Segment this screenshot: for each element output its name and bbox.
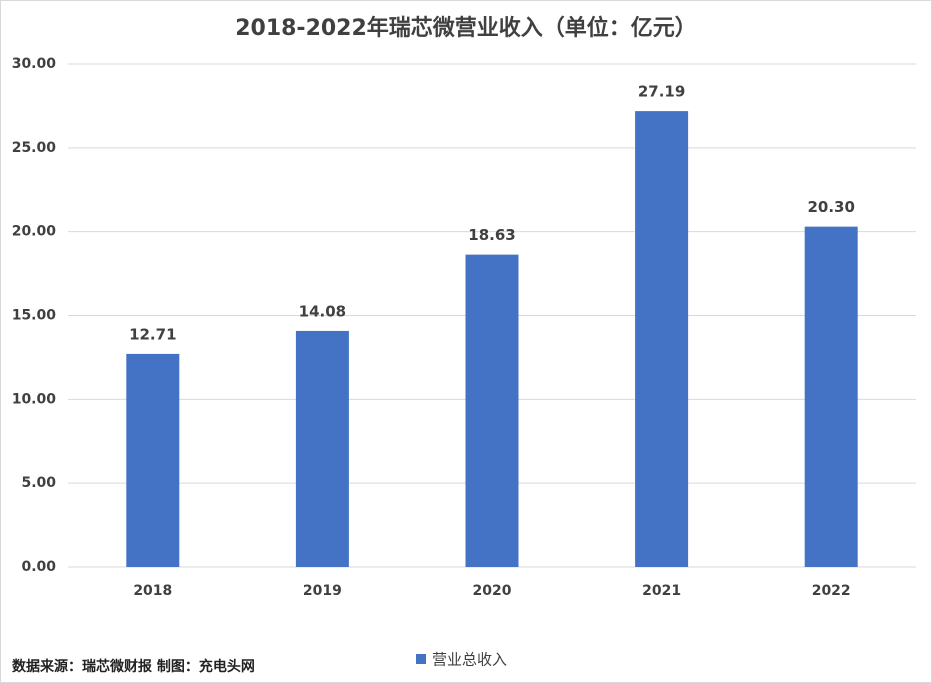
data-label: 20.30 — [807, 198, 854, 216]
x-tick-label: 2019 — [303, 583, 342, 599]
y-tick-label: 30.00 — [12, 56, 57, 72]
y-tick-label: 5.00 — [21, 475, 56, 491]
data-label: 12.71 — [129, 325, 176, 343]
y-tick-label: 15.00 — [12, 308, 57, 324]
legend-swatch — [416, 654, 426, 664]
data-label: 18.63 — [468, 226, 515, 244]
bar — [465, 254, 519, 567]
chart-title: 2018-2022年瑞芯微营业收入（单位：亿元） — [235, 15, 697, 41]
bar — [804, 226, 858, 568]
y-tick-label: 0.00 — [21, 559, 56, 575]
y-tick-label: 20.00 — [12, 224, 57, 240]
bar — [635, 111, 689, 568]
source-note: 数据来源：瑞芯微财报 制图：充电头网 — [12, 658, 255, 675]
x-tick-label: 2022 — [812, 583, 851, 599]
x-tick-label: 2020 — [473, 583, 512, 599]
data-label: 27.19 — [638, 83, 685, 101]
data-label: 14.08 — [299, 302, 346, 320]
y-tick-label: 25.00 — [12, 140, 57, 156]
legend-label: 营业总收入 — [432, 651, 507, 669]
x-tick-label: 2021 — [642, 583, 681, 599]
x-tick-label: 2018 — [133, 583, 172, 599]
bar — [295, 330, 349, 567]
bar — [126, 353, 180, 567]
y-tick-label: 10.00 — [12, 391, 57, 407]
